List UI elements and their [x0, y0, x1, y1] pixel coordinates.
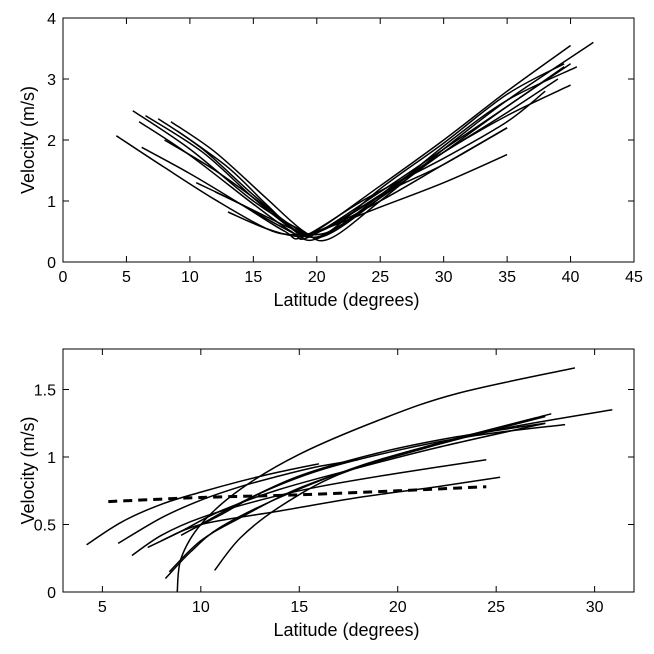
series-line-12 [161, 476, 501, 542]
y-tick-label: 1 [47, 194, 56, 211]
series-line-5 [157, 66, 578, 239]
y-tick-label: 0.5 [34, 518, 56, 535]
x-tick-label: 20 [308, 269, 326, 286]
x-tick-label: 40 [562, 269, 580, 286]
series-line-6 [164, 413, 552, 580]
series-line-3 [117, 458, 359, 545]
series-line-10 [190, 423, 566, 531]
x-axis-label: Latitude (degrees) [273, 290, 419, 310]
series-line-11 [214, 409, 613, 571]
x-tick-label: 25 [371, 269, 389, 286]
x-tick-label: 35 [498, 269, 516, 286]
chart-panel-1: 0 5 10 15 20 25 30 35 40 45 0 1 2 3 4 Latitude (degrees… [18, 11, 643, 310]
y-tick-label: 1.5 [34, 383, 56, 400]
x-axis-label: Latitude (degrees) [273, 620, 419, 640]
x-tick-label: 10 [192, 599, 210, 616]
series-line-4 [131, 458, 487, 557]
series-line-6 [170, 41, 594, 242]
series-line-7 [168, 415, 546, 573]
chart-panel-2: 5 10 15 20 25 30 0 0.5 1 1.5 Latitude (degrees) Vel… [18, 348, 635, 640]
plot-area-frame [62, 348, 635, 593]
y-tick-label: 4 [47, 11, 56, 28]
x-tick-label: 10 [181, 269, 199, 286]
series-line-4 [145, 63, 572, 242]
dashed-series-line-1 [108, 485, 487, 504]
x-tick-label: 5 [98, 599, 107, 616]
series-line-8 [176, 367, 576, 593]
x-tick-label: 30 [435, 269, 453, 286]
x-tick-label: 15 [290, 599, 308, 616]
y-axis-label: Velocity (m/s) [18, 416, 38, 524]
x-tick-label: 15 [244, 269, 262, 286]
x-tick-label: 25 [487, 599, 505, 616]
y-tick-label: 3 [47, 72, 56, 89]
y-tick-label: 1 [47, 450, 56, 467]
y-tick-label: 2 [47, 133, 56, 150]
y-tick-label: 0 [47, 585, 56, 602]
plot-area-frame [62, 17, 635, 263]
series-line-12 [227, 127, 508, 238]
series-line-2 [86, 463, 320, 546]
y-axis-label: Velocity (m/s) [18, 86, 38, 194]
x-tick-label: 5 [122, 269, 131, 286]
x-tick-label: 0 [59, 269, 68, 286]
x-tick-label: 30 [586, 599, 604, 616]
series-line-11 [214, 78, 559, 236]
y-tick-label: 0 [47, 255, 56, 272]
x-tick-label: 20 [389, 599, 407, 616]
x-tick-label: 45 [625, 269, 643, 286]
series-line-7 [176, 44, 572, 237]
series-line-1 [115, 135, 508, 236]
